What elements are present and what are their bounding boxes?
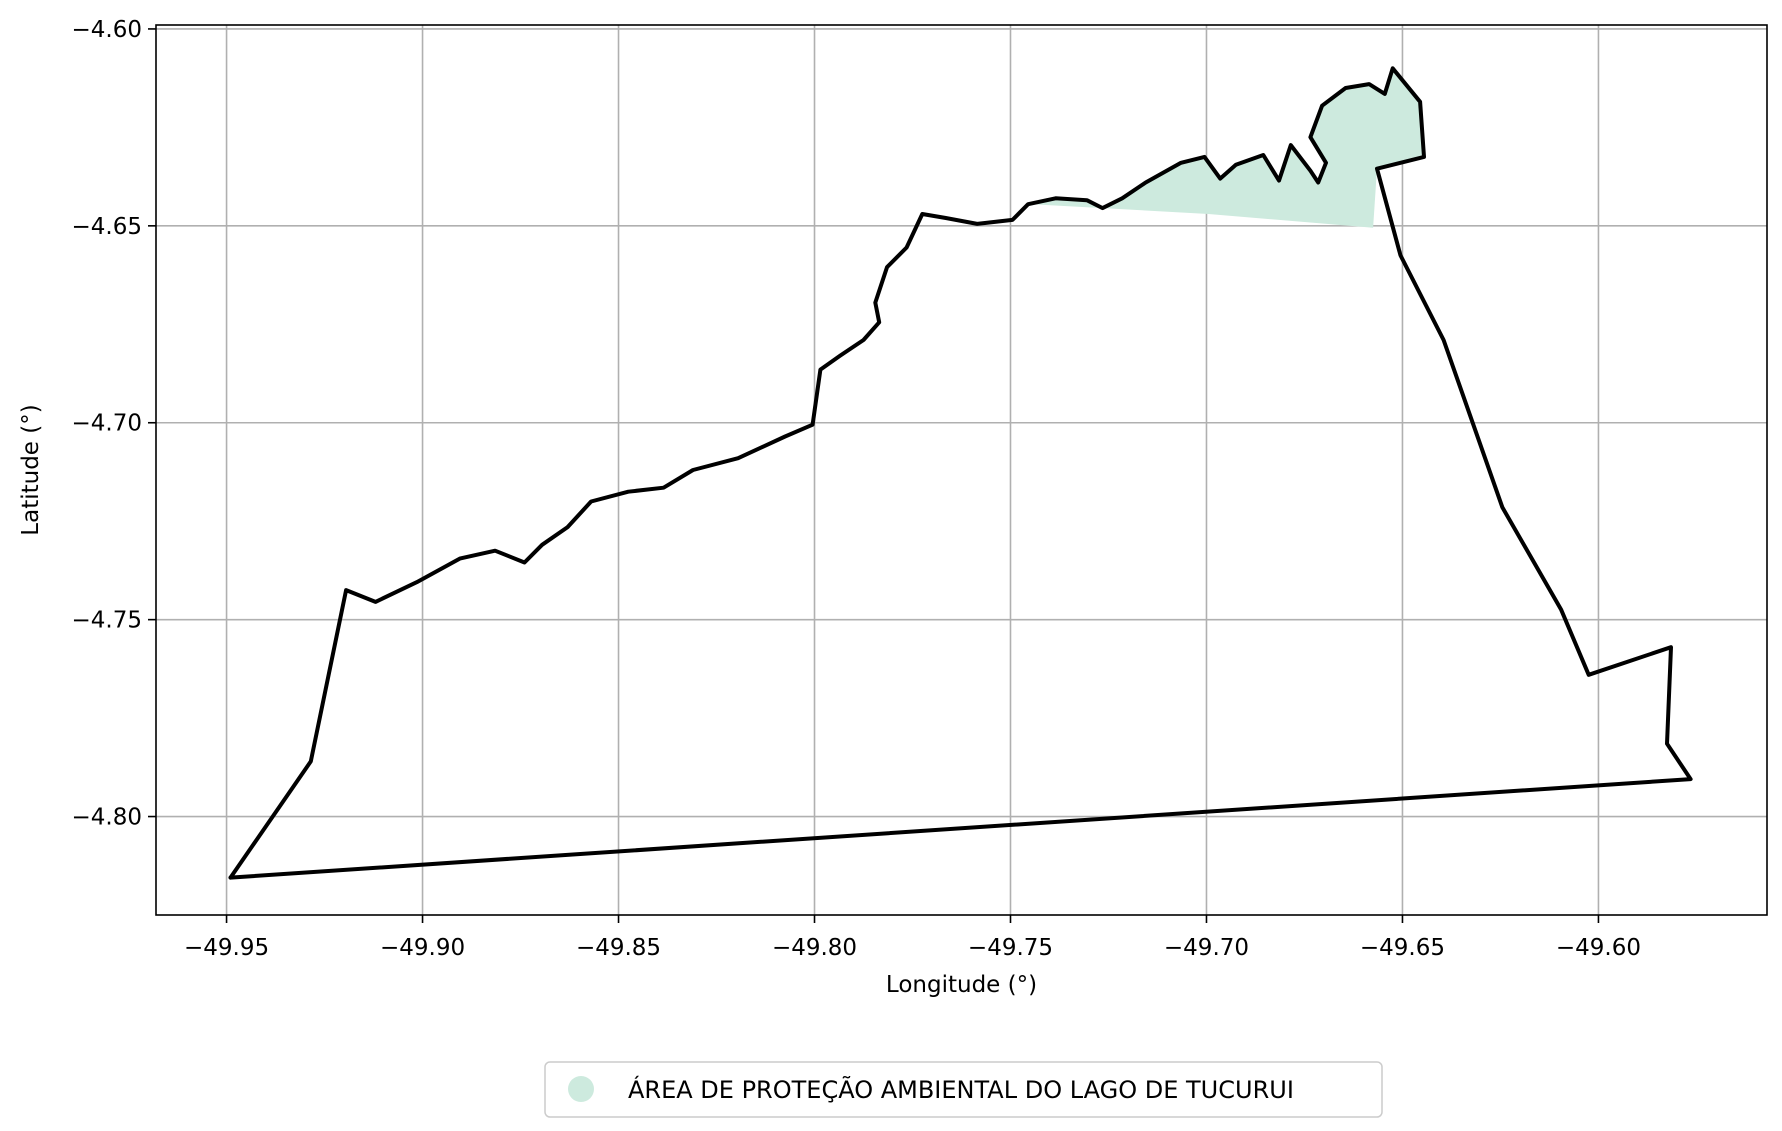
x-tick-label: −49.75 [968, 935, 1053, 961]
x-tick-label: −49.85 [576, 935, 661, 961]
y-tick-label: −4.75 [72, 608, 142, 634]
x-tick-label: −49.70 [1164, 935, 1249, 961]
axes-frame [155, 24, 1768, 916]
legend-label-protected-area: ÁREA DE PROTEÇÃO AMBIENTAL DO LAGO DE TU… [628, 1074, 1294, 1104]
legend-swatch-protected-area [568, 1076, 594, 1102]
protected-area-fill [1032, 68, 1424, 228]
x-tick-label: −49.80 [772, 935, 857, 961]
legend-box [544, 1061, 1383, 1118]
x-tick-label: −49.65 [1360, 935, 1445, 961]
legend: ÁREA DE PROTEÇÃO AMBIENTAL DO LAGO DE TU… [544, 1061, 1383, 1118]
x-tick-label: −49.90 [380, 935, 465, 961]
y-tick-label: −4.65 [72, 214, 142, 240]
y-tick-label: −4.80 [72, 805, 142, 831]
municipality-boundary-line [228, 66, 1693, 880]
y-tick-label: −4.60 [72, 17, 142, 43]
x-tick-label: −49.95 [184, 935, 269, 961]
y-axis-label: Latitude (°) [18, 404, 44, 535]
x-axis-label: Longitude (°) [886, 972, 1037, 998]
axis-ticks: −49.95 −49.90 −49.85 −49.80 −49.75 −49.70 −49.… [72, 17, 1641, 961]
x-tick-label: −49.60 [1556, 935, 1641, 961]
y-tick-label: −4.70 [72, 411, 142, 437]
